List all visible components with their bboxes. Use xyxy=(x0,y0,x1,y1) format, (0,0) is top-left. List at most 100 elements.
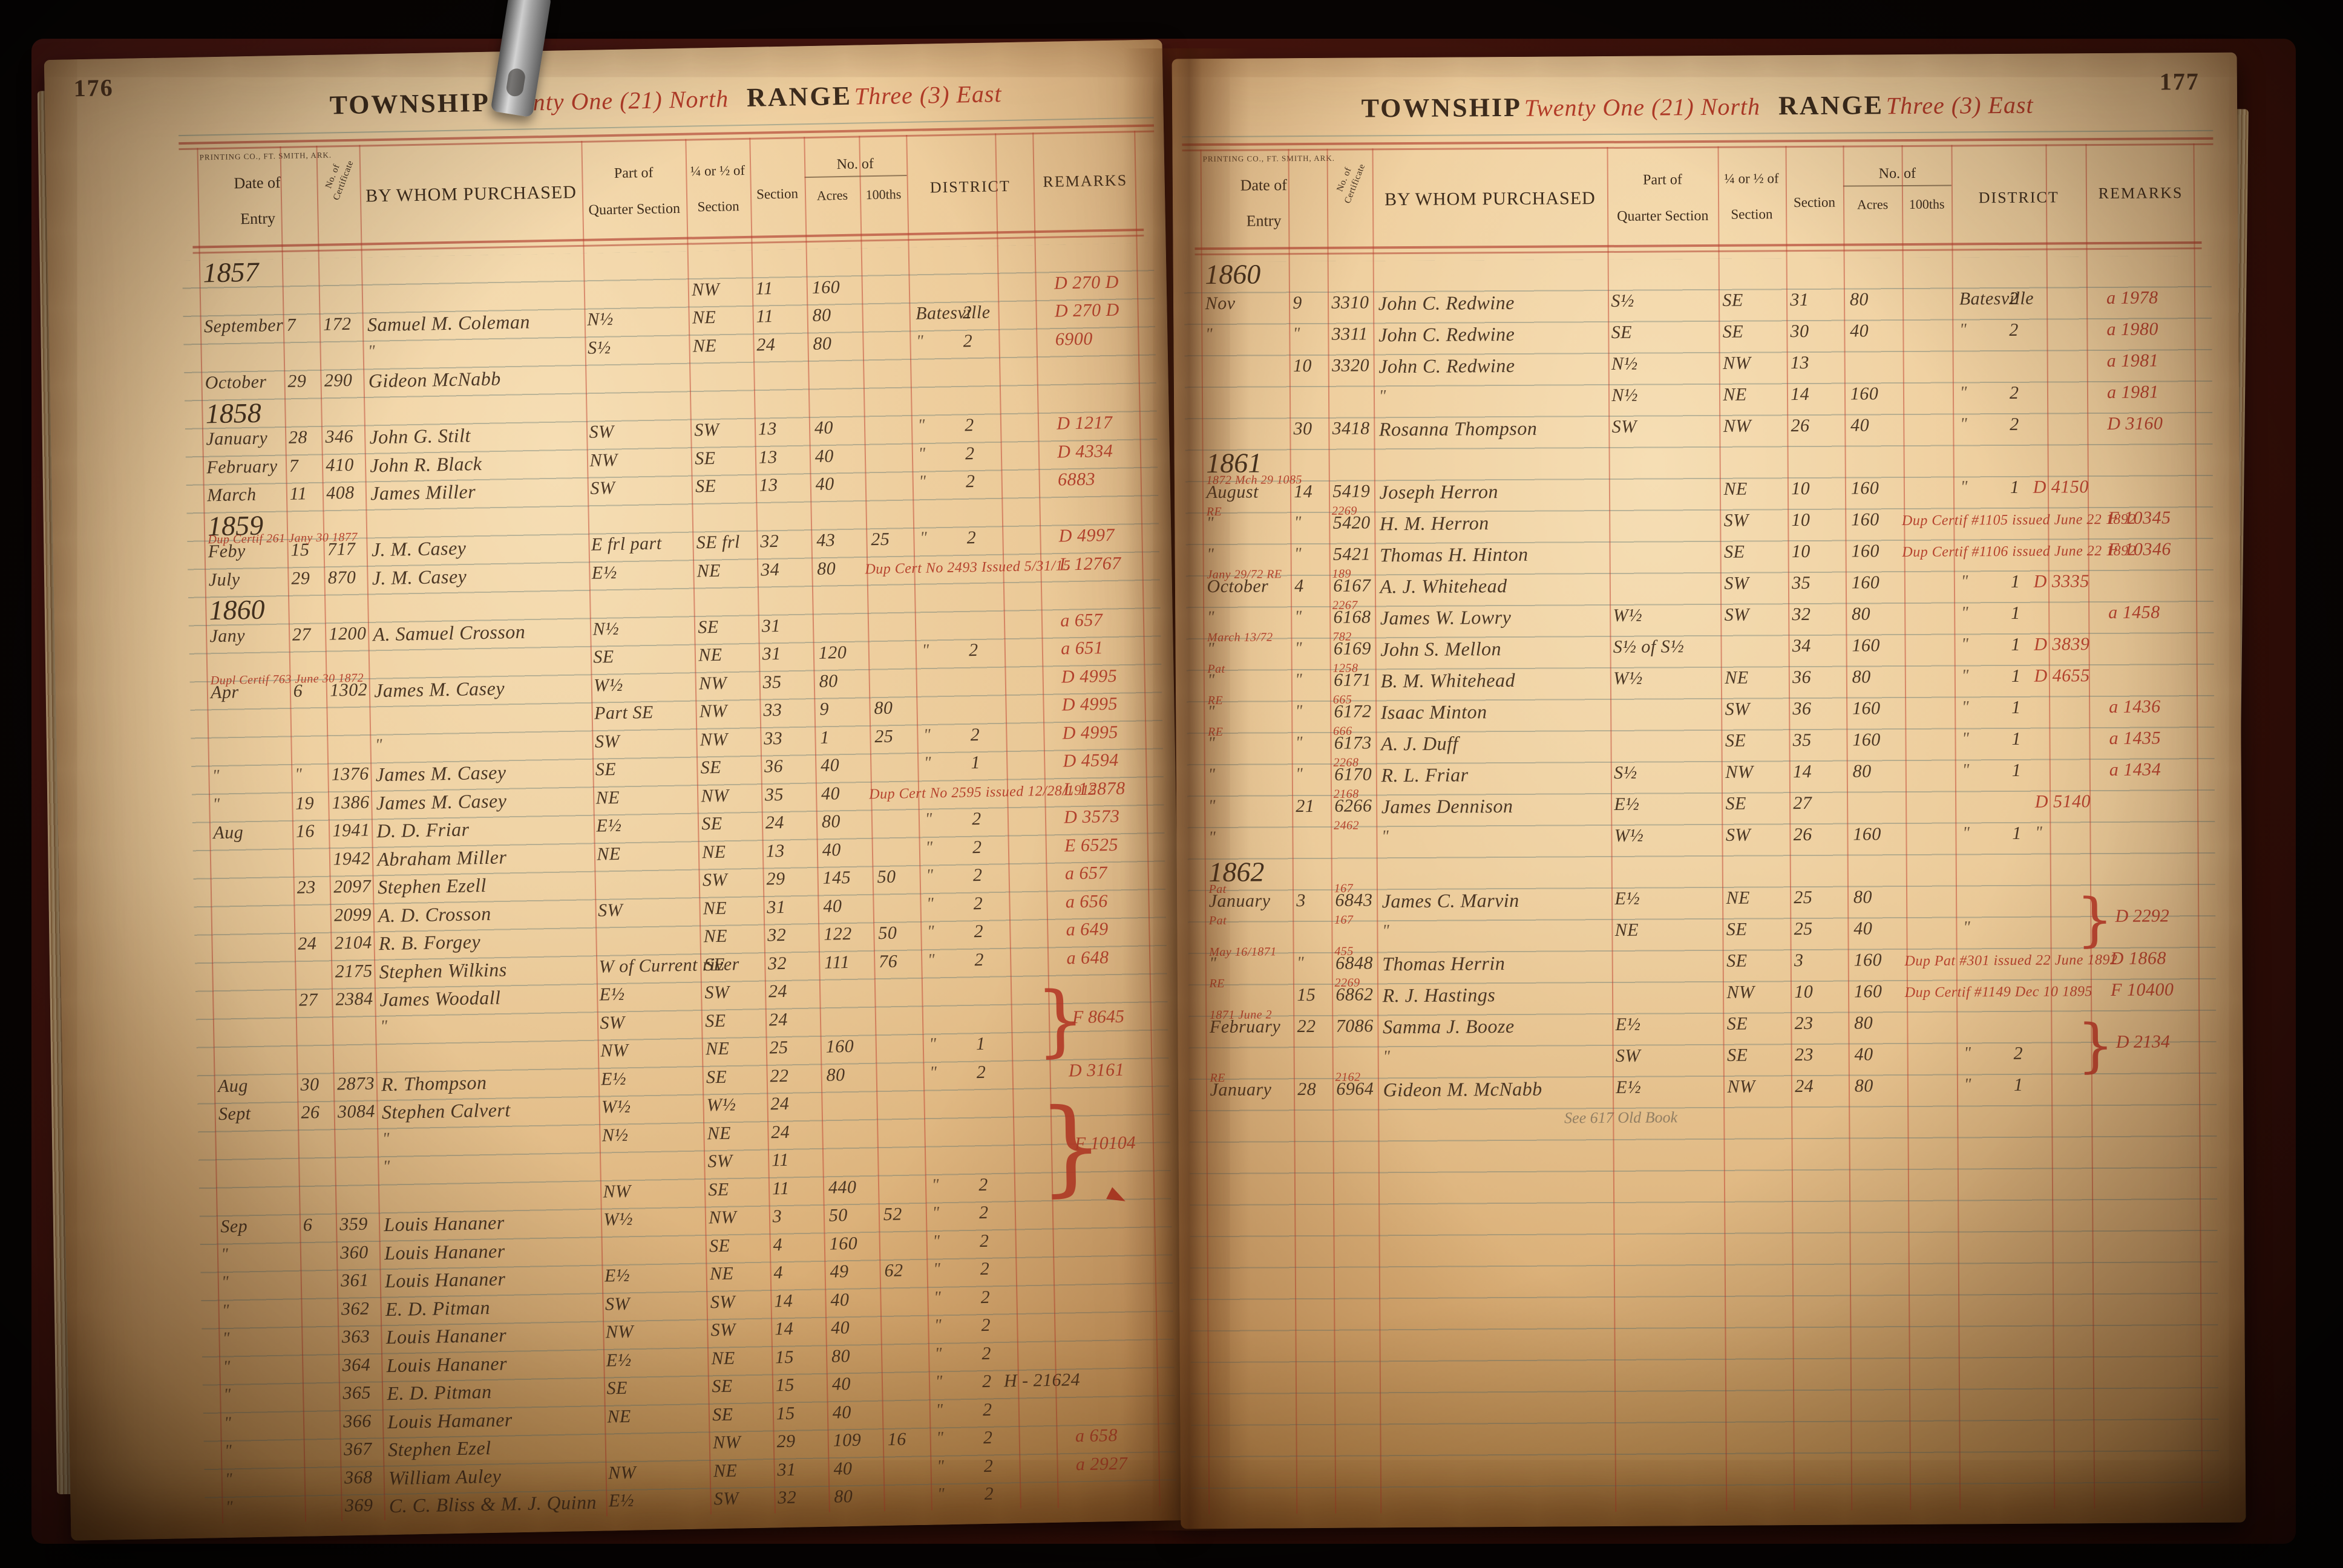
certificate-no: 2097 xyxy=(333,876,372,897)
district: Batesville xyxy=(915,302,991,324)
col-certificate: No. of Certificate xyxy=(1335,162,1367,205)
quarter-section: SE xyxy=(1722,321,1744,342)
purchaser-name: Louis Hananer xyxy=(384,1240,505,1264)
district: " xyxy=(926,893,934,913)
purchaser-name: Louis Hananer xyxy=(386,1351,508,1376)
district-no: 2 xyxy=(2010,414,2019,434)
entry-day: 21 xyxy=(1296,795,1315,817)
district-no: 1 xyxy=(971,752,981,773)
section-no: 15 xyxy=(775,1374,795,1396)
district: " xyxy=(1959,320,1967,339)
quarter-section: NE xyxy=(705,1038,730,1059)
section-no: 35 xyxy=(764,784,784,805)
purchaser-name: E. D. Pitman xyxy=(387,1380,492,1405)
acres: 80 xyxy=(831,1345,851,1367)
part-of-quarter: SW xyxy=(1615,1045,1641,1066)
quarter-section: SE xyxy=(712,1376,733,1397)
entry-date: " xyxy=(1207,544,1214,564)
acres: 160 xyxy=(1853,981,1883,1002)
township-value: Twenty One (21) North xyxy=(1524,93,1761,122)
section-no: 14 xyxy=(1792,761,1812,782)
quarter-section: SE xyxy=(1725,793,1747,814)
district-no: 1 xyxy=(2013,1074,2024,1095)
district: " xyxy=(1962,760,1970,780)
section-no: 13 xyxy=(1790,352,1810,373)
remark: D 4997 xyxy=(1058,524,1115,546)
section-no: 15 xyxy=(775,1347,795,1367)
entry-date: " xyxy=(1208,765,1216,785)
purchaser-name: Louis Hananer xyxy=(384,1267,506,1292)
remark: D 4594 xyxy=(1063,750,1119,771)
district: " xyxy=(1962,729,1970,748)
purchaser-name: R. J. Hastings xyxy=(1382,984,1496,1007)
purchaser-name: " xyxy=(382,1129,390,1148)
remark: F 10400 xyxy=(2110,979,2174,1000)
hundredths: 76 xyxy=(878,951,898,972)
hundredths: 25 xyxy=(871,529,890,550)
remark: D 270 D xyxy=(1054,299,1120,321)
purchaser-name: C. C. Bliss & M. J. Quinn xyxy=(388,1491,597,1517)
purchaser-name: Abraham Miller xyxy=(376,845,507,870)
quarter-section: SE xyxy=(1725,730,1746,751)
acres: 40 xyxy=(823,895,842,916)
section-no: 11 xyxy=(755,278,773,299)
remark: a 656 xyxy=(1065,890,1109,912)
remark: " xyxy=(2035,823,2043,842)
remark: a 648 xyxy=(1066,947,1109,968)
purchaser-name: James C. Marvin xyxy=(1381,889,1519,912)
remark: 6883 xyxy=(1057,469,1096,490)
remark: D 4995 xyxy=(1061,693,1118,715)
purchaser-name: E. D. Pitman xyxy=(385,1296,491,1320)
quarter-section: SE xyxy=(706,1067,727,1087)
district: " xyxy=(927,950,936,970)
entry-day: 24 xyxy=(298,933,317,954)
entry-day: " xyxy=(1295,670,1303,690)
entry-date: October xyxy=(205,371,267,393)
part-of-quarter: NW xyxy=(605,1321,634,1342)
entry-day: 15 xyxy=(1297,984,1316,1005)
acres: 160 xyxy=(1850,384,1879,404)
ledger-page-right: 177 TOWNSHIP Twenty One (21) North RANGE… xyxy=(1172,52,2246,1529)
district-no: 2 xyxy=(983,1427,993,1448)
section-no: 25 xyxy=(769,1037,788,1058)
section-no: 35 xyxy=(762,671,782,693)
certificate-no: 367 xyxy=(343,1439,372,1460)
section-no: 29 xyxy=(776,1431,796,1452)
part-of-quarter: Part SE xyxy=(594,702,654,724)
col-no-of: No. of xyxy=(1843,164,1952,187)
part-of-quarter: NE xyxy=(1614,920,1639,940)
entry-day: " xyxy=(1295,702,1303,721)
district-no: 2 xyxy=(981,1315,991,1336)
table-area: TOWNSHIP Twenty One (21) North RANGE Thr… xyxy=(179,40,1177,1538)
quarter-section: SE xyxy=(709,1235,730,1256)
certificate-no: 346 xyxy=(325,426,354,447)
part-of-quarter: E½ xyxy=(596,815,622,836)
remark: 6900 xyxy=(1055,328,1093,350)
certificate-no: 1386 xyxy=(332,791,370,813)
red-annotation: RE xyxy=(1210,1071,1225,1085)
district: " xyxy=(925,866,934,885)
certificate-no-red: 665 xyxy=(1332,693,1352,707)
district-no: 2 xyxy=(980,1258,990,1279)
quarter-section: NW xyxy=(700,729,729,750)
certificate-no-red: 782 xyxy=(1332,630,1352,644)
certificate-no: 2175 xyxy=(335,960,373,982)
remark: D 4334 xyxy=(1057,440,1113,462)
certificate-no-red: 2168 xyxy=(1333,787,1359,801)
district: " xyxy=(1960,477,1968,497)
entry-date: Aug xyxy=(217,1075,249,1096)
district: " xyxy=(1961,697,1970,717)
district-no: 2 xyxy=(972,864,983,886)
district-no: 2 xyxy=(983,1455,994,1476)
part-of-quarter: SW xyxy=(589,477,615,498)
quarter-section: SW xyxy=(1723,510,1749,531)
section-no: 31 xyxy=(762,643,781,664)
purchaser-name: James M. Casey xyxy=(376,789,507,814)
remark: L 12878 xyxy=(1063,778,1126,799)
section-no: 23 xyxy=(1794,1013,1814,1034)
purchaser-name: Stephen Calvert xyxy=(381,1099,511,1123)
certificate-no-red: 2162 xyxy=(1335,1070,1361,1084)
quarter-section: SE xyxy=(1722,290,1743,310)
district: " xyxy=(1959,414,1968,434)
purchaser-name: " xyxy=(1381,827,1389,846)
